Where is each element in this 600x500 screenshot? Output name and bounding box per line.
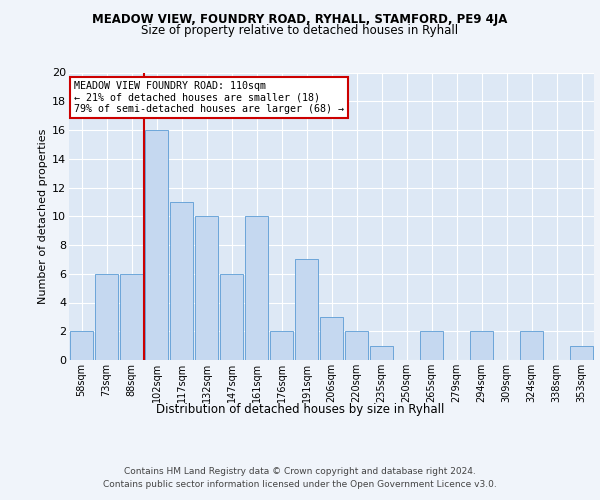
Bar — [245, 216, 268, 360]
Bar — [320, 317, 343, 360]
Bar — [295, 260, 319, 360]
Bar — [470, 331, 493, 360]
Bar — [170, 202, 193, 360]
Text: MEADOW VIEW FOUNDRY ROAD: 110sqm
← 21% of detached houses are smaller (18)
79% o: MEADOW VIEW FOUNDRY ROAD: 110sqm ← 21% o… — [74, 81, 344, 114]
Bar — [520, 331, 544, 360]
Bar — [194, 216, 218, 360]
Bar — [145, 130, 169, 360]
Bar — [419, 331, 443, 360]
Text: Contains public sector information licensed under the Open Government Licence v3: Contains public sector information licen… — [103, 480, 497, 489]
Text: Size of property relative to detached houses in Ryhall: Size of property relative to detached ho… — [142, 24, 458, 37]
Bar — [269, 331, 293, 360]
Text: Contains HM Land Registry data © Crown copyright and database right 2024.: Contains HM Land Registry data © Crown c… — [124, 468, 476, 476]
Bar — [95, 274, 118, 360]
Bar — [119, 274, 143, 360]
Text: MEADOW VIEW, FOUNDRY ROAD, RYHALL, STAMFORD, PE9 4JA: MEADOW VIEW, FOUNDRY ROAD, RYHALL, STAMF… — [92, 12, 508, 26]
Bar — [569, 346, 593, 360]
Bar — [370, 346, 394, 360]
Bar — [70, 331, 94, 360]
Text: Distribution of detached houses by size in Ryhall: Distribution of detached houses by size … — [156, 402, 444, 415]
Y-axis label: Number of detached properties: Number of detached properties — [38, 128, 48, 304]
Bar — [344, 331, 368, 360]
Bar — [220, 274, 244, 360]
